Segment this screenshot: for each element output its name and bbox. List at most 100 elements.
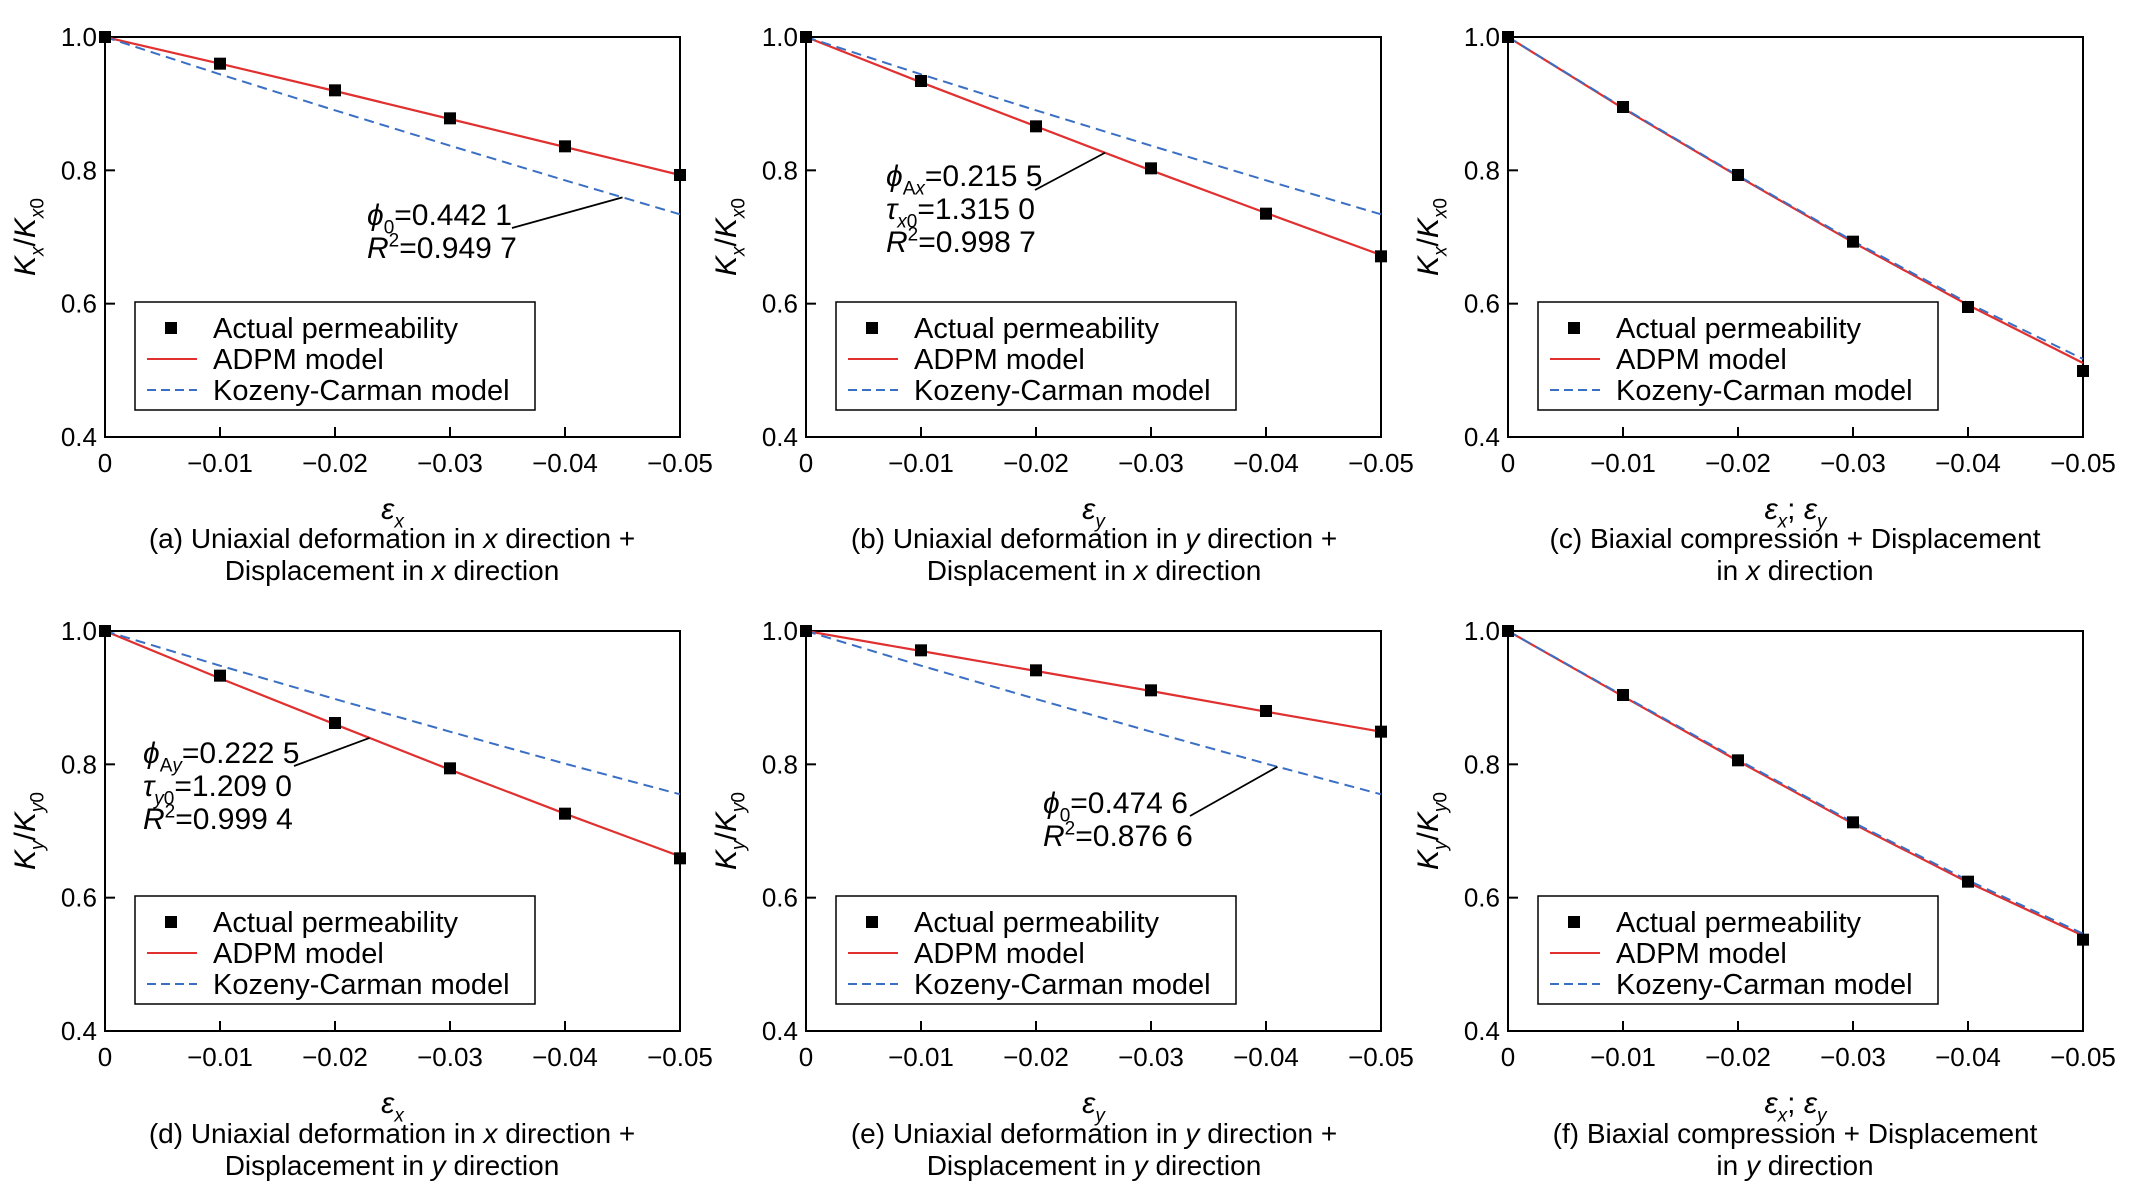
fit-annotation: R2=0.876 6 bbox=[1043, 819, 1193, 853]
legend-label: Actual permeability bbox=[213, 907, 458, 939]
kozeny-carman-line bbox=[104, 36, 681, 216]
y-tick-label: 0.6 bbox=[61, 289, 97, 319]
legend-box bbox=[835, 895, 1237, 1005]
legend-marker-square bbox=[165, 916, 177, 928]
panel-caption: Displacement in x direction bbox=[225, 555, 560, 586]
x-tick-label: −0.02 bbox=[1003, 448, 1069, 478]
kozeny-carman-line bbox=[1507, 630, 2084, 935]
x-tick-label: −0.01 bbox=[888, 448, 954, 478]
x-tick-label: −0.03 bbox=[417, 1042, 483, 1072]
panel-caption: Displacement in y direction bbox=[927, 1150, 1262, 1181]
x-tick-label: −0.05 bbox=[647, 1042, 713, 1072]
x-tick-label: −0.01 bbox=[1590, 448, 1656, 478]
y-tick-label: 0.4 bbox=[1464, 1016, 1500, 1046]
kozeny-carman-line bbox=[805, 36, 1382, 216]
annotation-leader-line bbox=[1189, 765, 1278, 817]
x-tick-label: −0.05 bbox=[2050, 1042, 2116, 1072]
plot-frame bbox=[805, 630, 1382, 1032]
y-tick-label: 0.6 bbox=[762, 289, 798, 319]
panel-caption: Displacement in x direction bbox=[927, 555, 1262, 586]
plot-frame bbox=[805, 36, 1382, 438]
adpm-line bbox=[1507, 630, 2084, 937]
legend-label: ADPM model bbox=[1616, 938, 1787, 970]
x-tick-label: −0.04 bbox=[1233, 448, 1299, 478]
y-tick-label: 0.8 bbox=[1464, 749, 1500, 779]
panel-c: 0 −0.01 −0.02 −0.03 −0.04 −0.05 0.4 0.6 0.8 1.0 εx… bbox=[1412, 22, 2116, 586]
data-point bbox=[1502, 31, 1514, 43]
annotation-leader-line bbox=[293, 737, 370, 767]
x-tick-label: −0.04 bbox=[532, 448, 598, 478]
data-point bbox=[1732, 169, 1744, 181]
x-tick-label: −0.04 bbox=[1233, 1042, 1299, 1072]
y-tick-label: 0.6 bbox=[762, 883, 798, 913]
y-tick-label: 0.8 bbox=[61, 749, 97, 779]
legend-label: Kozeny-Carman model bbox=[213, 375, 510, 407]
data-point bbox=[1145, 684, 1157, 697]
plot-frame bbox=[1507, 36, 2084, 438]
data-point bbox=[1962, 875, 1974, 888]
fit-annotation: ϕAy=0.222 5 bbox=[143, 737, 300, 776]
data-point bbox=[1617, 101, 1629, 113]
x-tick-label: −0.02 bbox=[1705, 1042, 1771, 1072]
legend-marker-square bbox=[1568, 322, 1580, 334]
x-tick-label: −0.01 bbox=[1590, 1042, 1656, 1072]
x-tick-label: −0.02 bbox=[302, 448, 368, 478]
panel-caption: in x direction bbox=[1716, 555, 1873, 586]
x-axis-label: εx bbox=[381, 493, 405, 532]
x-tick-label: −0.04 bbox=[532, 1042, 598, 1072]
fit-annotation: τy0=1.209 0 bbox=[143, 770, 292, 809]
legend-label: Kozeny-Carman model bbox=[1616, 375, 1913, 407]
y-tick-label: 0.8 bbox=[762, 749, 798, 779]
panel-caption: (d) Uniaxial deformation in x direction … bbox=[149, 1118, 635, 1149]
legend-box bbox=[1537, 301, 1939, 411]
data-point bbox=[1260, 705, 1272, 717]
x-axis-label: εx; εy bbox=[1764, 1087, 1828, 1126]
legend-box bbox=[1537, 895, 1939, 1005]
data-point bbox=[800, 31, 812, 43]
y-tick-label: 0.6 bbox=[61, 883, 97, 913]
data-point bbox=[2077, 365, 2089, 377]
fit-annotation: R2=0.949 7 bbox=[367, 231, 517, 265]
legend-label: ADPM model bbox=[213, 938, 384, 970]
data-point bbox=[444, 762, 456, 775]
y-tick-label: 0.4 bbox=[61, 1016, 97, 1046]
panel-caption: Displacement in y direction bbox=[225, 1150, 560, 1181]
panel-b: 0 −0.01 −0.02 −0.03 −0.04 −0.05 0.4 0.6 0.8 1.0 εy… bbox=[710, 22, 1414, 586]
fit-annotation: R2=0.999 4 bbox=[143, 802, 293, 836]
panel-f: 0 −0.01 −0.02 −0.03 −0.04 −0.05 0.4 0.6 0.8 1.0 εx… bbox=[1412, 616, 2116, 1181]
y-tick-label: 0.6 bbox=[1464, 883, 1500, 913]
y-tick-label: 1.0 bbox=[1464, 22, 1500, 52]
legend-label: Actual permeability bbox=[914, 907, 1159, 939]
adpm-line bbox=[104, 35, 681, 177]
y-axis-label: Kx/Kx0 bbox=[1412, 198, 1451, 276]
y-tick-label: 0.8 bbox=[1464, 155, 1500, 185]
panel-caption: (b) Uniaxial deformation in y direction … bbox=[851, 523, 1337, 554]
x-tick-label: 0 bbox=[98, 1042, 112, 1072]
x-tick-label: −0.01 bbox=[187, 448, 253, 478]
x-axis-label: εx bbox=[381, 1087, 405, 1126]
y-tick-label: 0.4 bbox=[1464, 422, 1500, 452]
legend-label: Kozeny-Carman model bbox=[914, 375, 1211, 407]
panel-caption: (e) Uniaxial deformation in y direction … bbox=[851, 1118, 1337, 1149]
legend-label: ADPM model bbox=[914, 938, 1085, 970]
data-point bbox=[800, 625, 812, 637]
data-point bbox=[674, 852, 686, 865]
fit-annotation: ϕ0=0.474 6 bbox=[1043, 787, 1188, 826]
data-point bbox=[329, 84, 341, 97]
data-point bbox=[214, 57, 226, 70]
x-tick-label: −0.02 bbox=[1003, 1042, 1069, 1072]
y-axis-label: Ky/Ky0 bbox=[9, 792, 48, 870]
x-tick-label: −0.01 bbox=[187, 1042, 253, 1072]
y-axis-label: Ky/Ky0 bbox=[710, 792, 749, 870]
data-point bbox=[1260, 207, 1272, 220]
plot-frame bbox=[1507, 630, 2084, 1032]
y-tick-label: 0.4 bbox=[762, 422, 798, 452]
data-point bbox=[99, 31, 111, 43]
panel-e: 0 −0.01 −0.02 −0.03 −0.04 −0.05 0.4 0.6 0.8 1.0 εy… bbox=[710, 616, 1414, 1181]
data-point bbox=[559, 807, 571, 820]
x-tick-label: −0.04 bbox=[1935, 448, 2001, 478]
y-tick-label: 0.6 bbox=[1464, 289, 1500, 319]
panel-caption: (c) Biaxial compression + Displacement bbox=[1550, 523, 2041, 554]
x-axis-label: εy bbox=[1082, 493, 1106, 532]
